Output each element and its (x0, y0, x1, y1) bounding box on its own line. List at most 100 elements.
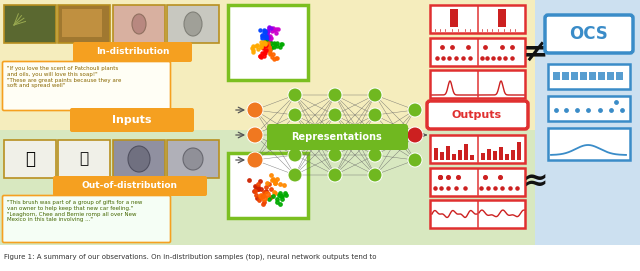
Circle shape (328, 88, 342, 102)
Point (250, 189, 260, 193)
Ellipse shape (184, 12, 202, 36)
Bar (113, 140, 165, 178)
Point (482, 56, 492, 60)
Point (595, 108, 605, 112)
Point (490, 186, 500, 190)
Bar (446, 146, 450, 160)
Point (270, 42, 280, 47)
Bar (430, 135, 525, 163)
Point (275, 201, 285, 206)
Point (268, 26, 278, 30)
Point (257, 202, 268, 207)
Bar (4, 5, 56, 43)
Point (260, 35, 271, 40)
Point (264, 45, 274, 49)
Point (255, 54, 265, 58)
Point (262, 192, 272, 196)
Circle shape (368, 168, 382, 182)
Point (259, 190, 269, 194)
Point (256, 43, 266, 47)
Bar (458, 150, 462, 160)
Point (435, 175, 445, 179)
Point (477, 56, 487, 60)
Circle shape (247, 127, 263, 143)
Bar (616, 72, 623, 80)
Bar (58, 140, 110, 178)
Bar (470, 155, 474, 160)
Point (280, 191, 291, 195)
Point (257, 35, 268, 40)
Point (266, 187, 276, 191)
Text: Inputs: Inputs (112, 115, 152, 125)
Point (583, 108, 593, 112)
Point (248, 47, 258, 52)
Point (252, 196, 262, 200)
Point (495, 175, 505, 179)
Point (259, 196, 269, 200)
Point (248, 49, 259, 54)
Point (266, 36, 276, 40)
Circle shape (247, 152, 263, 168)
Circle shape (288, 128, 302, 142)
Point (512, 186, 522, 190)
Point (278, 182, 289, 187)
Point (261, 40, 271, 44)
Bar (452, 154, 456, 160)
Bar (607, 72, 614, 80)
Point (247, 46, 257, 50)
Point (270, 178, 280, 183)
Point (260, 40, 270, 45)
Circle shape (288, 168, 302, 182)
Point (488, 56, 498, 60)
Point (444, 56, 454, 60)
Point (273, 56, 283, 60)
Point (262, 43, 273, 47)
Point (266, 52, 276, 57)
Point (262, 40, 273, 44)
Point (261, 188, 271, 193)
Point (436, 186, 446, 190)
Point (250, 185, 260, 189)
Point (257, 33, 268, 37)
Circle shape (408, 103, 422, 117)
Bar (167, 140, 219, 178)
Point (269, 181, 280, 185)
Point (253, 187, 263, 192)
Point (259, 54, 269, 58)
Point (259, 42, 269, 47)
Bar (58, 5, 110, 43)
Point (262, 41, 272, 45)
Point (275, 45, 285, 49)
Circle shape (288, 108, 302, 122)
Point (463, 45, 473, 49)
Bar (487, 149, 491, 160)
Point (430, 186, 440, 190)
Bar (580, 72, 587, 80)
Bar (505, 154, 509, 160)
Point (507, 45, 517, 49)
Point (256, 194, 266, 198)
Bar (430, 200, 525, 228)
Point (267, 54, 277, 59)
Point (437, 45, 447, 49)
Point (269, 44, 280, 49)
Point (262, 43, 273, 48)
Point (262, 32, 272, 36)
Point (266, 26, 276, 30)
Bar (548, 64, 630, 89)
Point (262, 36, 273, 40)
Circle shape (328, 128, 342, 142)
Circle shape (328, 168, 342, 182)
Point (273, 193, 284, 197)
Text: "If you love the scent of Patchouli plants
and oils, you will love this soap!"
": "If you love the scent of Patchouli plan… (7, 66, 122, 88)
Point (476, 186, 486, 190)
Point (271, 41, 282, 46)
Point (255, 40, 266, 45)
Bar (511, 150, 515, 160)
Point (271, 44, 282, 48)
Point (259, 43, 269, 47)
Point (260, 49, 270, 53)
Point (269, 57, 280, 61)
Point (261, 39, 271, 44)
Point (257, 51, 268, 55)
